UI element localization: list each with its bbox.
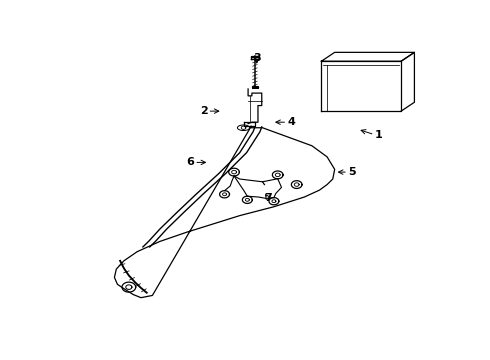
Text: 3: 3 [253, 53, 261, 63]
Text: 2: 2 [200, 106, 207, 116]
Text: 5: 5 [348, 167, 356, 177]
Text: 6: 6 [186, 157, 194, 167]
Text: 7: 7 [264, 193, 272, 203]
Text: 4: 4 [287, 117, 295, 127]
Text: 1: 1 [374, 130, 382, 140]
